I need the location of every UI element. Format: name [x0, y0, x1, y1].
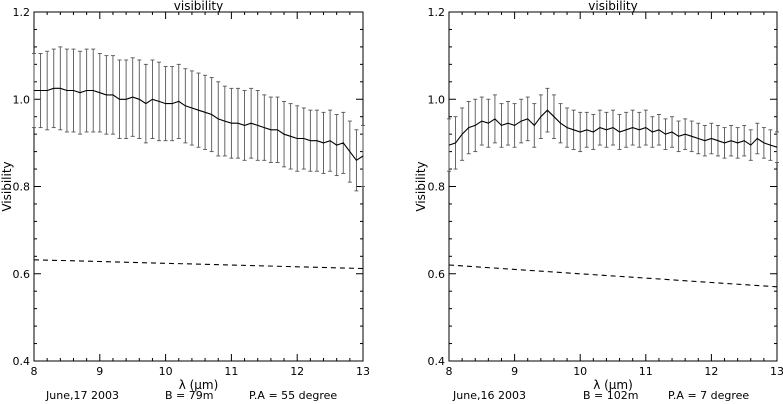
footer-annotation: B = 102m [583, 389, 638, 402]
chart-panel-2: visibility 8 9 10 11 12 13 0.4 0.6 0.8 1.0 1.2 λ (μm… [414, 0, 783, 402]
visibility-line [448, 109, 778, 148]
measured-visibility-series [447, 87, 779, 172]
plot-frame [448, 11, 778, 362]
chart-title: visibility [588, 0, 637, 13]
measured-visibility-series [32, 46, 365, 192]
footer-annotation: P.A = 7 degree [668, 389, 749, 402]
x-axis-label: λ (μm) [179, 378, 219, 392]
chart-panel-1: visibility 8 9 10 11 12 13 0.4 0.6 0.8 1.0 1.2 λ (μm… [0, 0, 370, 402]
y-tick-label: 1.2 [13, 6, 31, 19]
y-axis-label: Visibility [414, 161, 428, 211]
x-tick-label: 11 [639, 365, 653, 378]
x-tick-label: 12 [290, 365, 304, 378]
dashed-line [33, 259, 364, 270]
y-tick-label: 0.8 [428, 181, 446, 194]
plot-frame [33, 11, 364, 362]
y-tick-label: 0.4 [13, 355, 31, 368]
dashed-line [448, 264, 778, 288]
x-tick-label: 9 [96, 365, 103, 378]
footer-annotation: B = 79m [165, 389, 213, 402]
x-tick-label: 12 [704, 365, 718, 378]
x-tick-label: 13 [356, 365, 370, 378]
y-tick-label: 0.6 [428, 268, 446, 281]
y-tick-label: 1.0 [13, 93, 31, 106]
footer-annotation: June,16 2003 [452, 389, 526, 402]
x-tick-label: 13 [770, 365, 783, 378]
visibility-line [34, 87, 364, 162]
x-tick-label: 11 [224, 365, 238, 378]
x-tick-label: 10 [159, 365, 173, 378]
y-tick-label: 0.4 [428, 355, 446, 368]
y-tick-label: 1.0 [428, 93, 446, 106]
y-tick-label: 0.6 [13, 268, 31, 281]
x-tick-label: 8 [31, 365, 38, 378]
x-tick-label: 10 [573, 365, 587, 378]
y-tick-label: 0.8 [13, 181, 31, 194]
chart-title: visibility [174, 0, 223, 13]
y-axis-label: Visibility [0, 161, 14, 211]
dashed-model-series [33, 259, 364, 270]
dashed-model-series [448, 264, 778, 288]
x-axis-label: λ (μm) [593, 378, 633, 392]
x-tick-label: 9 [511, 365, 518, 378]
footer-annotation: P.A = 55 degree [249, 389, 337, 402]
y-tick-label: 1.2 [428, 6, 446, 19]
footer-annotation: June,17 2003 [45, 389, 119, 402]
x-tick-label: 8 [446, 365, 453, 378]
